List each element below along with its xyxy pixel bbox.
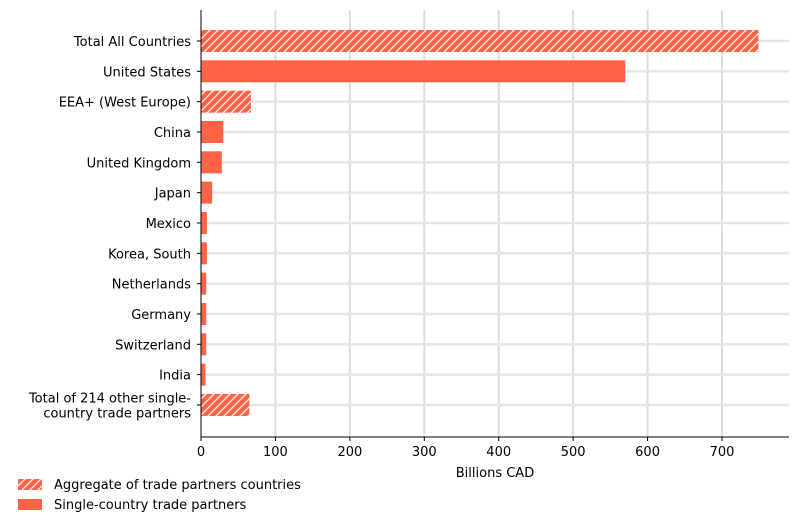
y-tick-label: Mexico [146,217,191,232]
bar-single-country [201,302,207,325]
y-tick-label: Switzerland [115,338,191,353]
grid-lines [201,10,789,437]
legend-label-aggregate: Aggregate of trade partners countries [54,478,301,493]
x-tick-label: 100 [263,445,288,460]
y-tick-label: EEA+ (West Europe) [59,96,191,111]
bar-single-country [201,151,222,174]
axes [200,10,789,438]
bars [201,30,759,416]
x-axis-label: Billions CAD [456,466,534,481]
y-tick-label: Korea, South [108,247,191,262]
x-tick-label: 500 [561,445,586,460]
bar-aggregate [201,30,759,52]
y-tick-labels: Total All Countries United States EEA+ (We… [28,35,201,421]
x-ticks: 0 100 200 300 400 500 600 700 [197,437,735,460]
y-tick-label: Japan [154,187,191,202]
bar-single-country [201,242,207,265]
y-tick-label: Total All Countries [73,35,191,50]
bar-aggregate [201,393,250,416]
y-tick-label: India [159,369,191,384]
bar-single-country [201,60,626,83]
y-tick-label: Netherlands [112,278,191,293]
x-tick-label: 200 [337,445,362,460]
bar-single-country [201,363,206,386]
bar-aggregate [201,90,251,113]
y-tick-label: Total of 214 other single-country trade … [28,391,191,421]
bar-single-country [201,333,207,356]
y-tick-label: United States [103,65,191,80]
bar-single-country [201,272,207,295]
bar-single-country [201,181,213,204]
y-tick-label: Germany [131,308,191,323]
legend-swatch-aggregate [18,479,42,490]
legend: Aggregate of trade partners countries Si… [18,478,301,513]
x-tick-label: 400 [486,445,511,460]
y-tick-label: United Kingdom [87,156,191,171]
legend-swatch-single [18,499,42,510]
x-tick-label: 300 [412,445,437,460]
x-tick-label: 600 [635,445,660,460]
bar-single-country [201,211,207,234]
bar-single-country [201,120,224,143]
legend-label-single: Single-country trade partners [54,498,247,513]
x-tick-label: 700 [710,445,735,460]
y-tick-label: China [154,126,191,141]
x-tick-label: 0 [197,445,205,460]
